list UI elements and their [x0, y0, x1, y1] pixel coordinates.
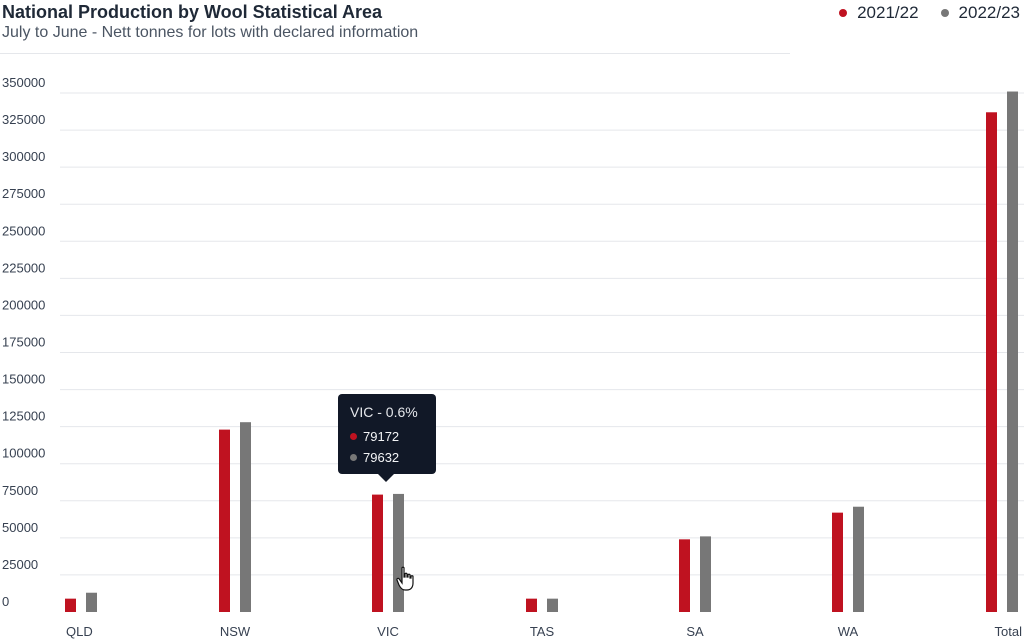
legend-item-2021-22[interactable]: 2021/22 [839, 3, 919, 23]
bar-vic-2022-23[interactable] [393, 493, 404, 612]
y-tick-label: 250000 [2, 223, 45, 238]
title-divider [0, 53, 790, 54]
y-tick-label: 125000 [2, 409, 45, 424]
y-tick-label: 50000 [2, 520, 38, 535]
bar-nsw-2021-22[interactable] [219, 429, 230, 612]
tooltip-row-2021-22: 79172 [350, 429, 399, 444]
y-tick-label: 200000 [2, 297, 45, 312]
bar-vic-2021-22[interactable] [372, 494, 383, 612]
y-tick-label: 350000 [2, 75, 45, 90]
chart-subtitle: July to June - Nett tonnes for lots with… [2, 24, 419, 41]
y-tick-label: 150000 [2, 372, 45, 387]
x-tick-label: SA [686, 624, 704, 639]
bar-wa-2022-23[interactable] [853, 506, 864, 612]
bar-sa-2021-22[interactable] [679, 539, 690, 612]
tooltip-dot-2022-23 [350, 454, 357, 461]
legend: 2021/22 2022/23 [839, 3, 1020, 23]
tooltip: VIC - 0.6% 79172 79632 [338, 394, 436, 482]
bar-qld-2022-23[interactable] [86, 592, 97, 612]
bar-qld-2021-22[interactable] [65, 598, 76, 612]
y-tick-label: 225000 [2, 260, 45, 275]
x-tick-label: WA [838, 624, 859, 639]
chart-title: National Production by Wool Statistical … [2, 2, 383, 22]
y-tick-label: 275000 [2, 186, 45, 201]
y-tick-label: 100000 [2, 446, 45, 461]
bar-tas-2022-23[interactable] [547, 598, 558, 612]
x-tick-label: QLD [66, 624, 93, 639]
x-tick-label: NSW [220, 624, 251, 639]
bar-sa-2022-23[interactable] [700, 536, 711, 612]
tooltip-value-2022-23: 79632 [363, 450, 400, 465]
bar-nsw-2022-23[interactable] [240, 422, 251, 612]
y-tick-label: 75000 [2, 483, 38, 498]
hand-pointer-icon [396, 566, 414, 591]
bar-wa-2021-22[interactable] [832, 512, 843, 612]
bar-total-2022-23[interactable] [1007, 91, 1018, 612]
x-tick-label: TAS [530, 624, 555, 639]
tooltip-row-2022-23: 79632 [350, 450, 399, 465]
tooltip-dot-2021-22 [350, 433, 357, 440]
bar-tas-2021-22[interactable] [526, 598, 537, 612]
y-tick-label: 25000 [2, 557, 38, 572]
tooltip-title: VIC - 0.6% [350, 404, 418, 420]
legend-dot-2021-22 [839, 9, 848, 17]
y-tick-label: 300000 [2, 149, 45, 164]
y-tick-label: 325000 [2, 112, 45, 127]
legend-label-2021-22: 2021/22 [857, 3, 919, 22]
legend-dot-2022-23 [940, 9, 949, 17]
legend-item-2022-23[interactable]: 2022/23 [940, 3, 1020, 23]
tooltip-value-2021-22: 79172 [363, 429, 400, 444]
y-tick-label: 0 [2, 594, 9, 609]
y-tick-label: 175000 [2, 335, 45, 350]
legend-label-2022-23: 2022/23 [958, 3, 1020, 22]
x-tick-label: Total [995, 624, 1023, 639]
bar-total-2021-22[interactable] [986, 112, 997, 612]
x-tick-label: VIC [377, 624, 399, 639]
